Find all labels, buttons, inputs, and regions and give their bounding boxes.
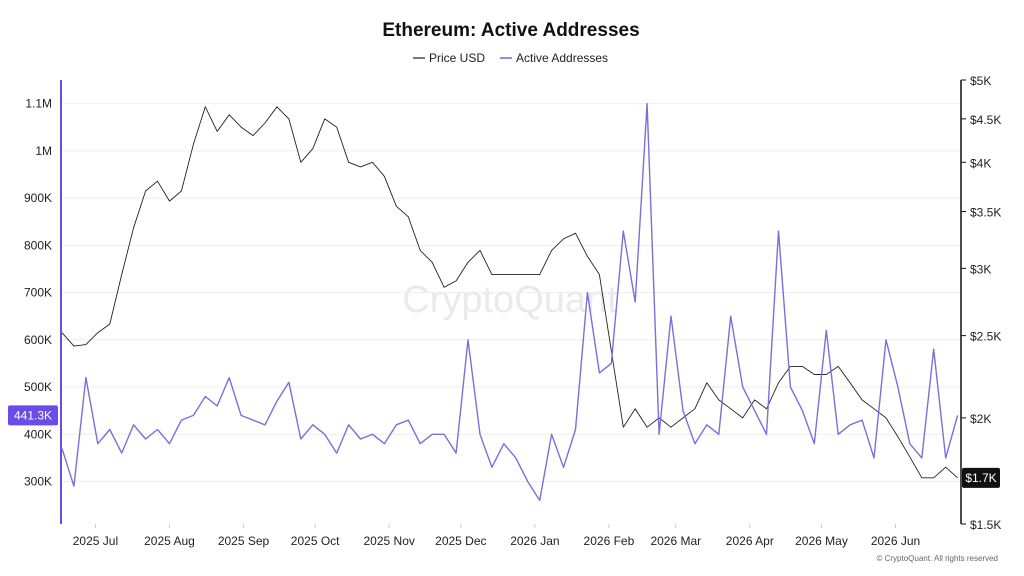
y-left-tick-label: 1.1M xyxy=(25,97,52,111)
y-left-tick-label: 300K xyxy=(24,474,52,488)
x-tick-label: 2026 May xyxy=(795,534,848,548)
y-left-tick-label: 900K xyxy=(24,191,52,205)
price-last-badge xyxy=(962,467,1000,488)
y-right-tick-label: $2.5K xyxy=(970,330,1001,344)
x-tick-label: 2026 Jun xyxy=(871,534,920,548)
x-tick-label: 2026 Mar xyxy=(650,534,701,548)
x-tick-label: 2025 Dec xyxy=(435,534,486,548)
x-tick-label: 2025 Nov xyxy=(364,534,415,548)
y-right-tick-label: $5K xyxy=(970,74,991,88)
legend: Price USD Active Addresses xyxy=(413,51,608,65)
chart-title: Ethereum: Active Addresses xyxy=(382,20,639,41)
credit-text: © CryptoQuant. All rights reserved xyxy=(877,554,999,563)
y-right-tick-label: $4.5K xyxy=(970,113,1001,127)
grid xyxy=(62,103,960,482)
y-left-tick-label: 1M xyxy=(35,144,52,158)
y-left-tick-label: 600K xyxy=(24,333,52,347)
y-right-tick-label: $4K xyxy=(970,156,991,170)
x-axis: 2025 Jul 2025 Aug 2025 Sep 2025 Oct 2025 Nov… xyxy=(73,524,920,548)
legend-item-active-addresses: Active Addresses xyxy=(516,51,608,65)
y-left-tick-label: 500K xyxy=(24,380,52,394)
active-addresses-last-value: 441.3K xyxy=(14,408,52,422)
x-tick-label: 2025 Aug xyxy=(144,534,195,548)
y-left-tick-label: 400K xyxy=(24,427,52,441)
x-tick-label: 2025 Sep xyxy=(218,534,270,548)
y-right-tick-label: $3K xyxy=(970,262,991,276)
y-right-tick-label: $3.5K xyxy=(970,206,1001,220)
x-tick-label: 2025 Jul xyxy=(73,534,118,548)
y-left-tick-label: 700K xyxy=(24,286,52,300)
x-tick-label: 2026 Feb xyxy=(584,534,635,548)
x-tick-label: 2026 Jan xyxy=(510,534,559,548)
watermark: CryptoQuant xyxy=(402,279,618,321)
active-addresses-line xyxy=(61,102,959,502)
y-axis-right: $1.5K $2K $2.5K $3K $3.5K $4K $4.5K $5K xyxy=(961,74,1001,532)
price-last-value: $1.7K xyxy=(965,471,996,485)
y-right-tick-label: $1.5K xyxy=(970,518,1001,532)
series xyxy=(61,102,959,502)
y-axis-left: 300K 400K 500K 600K 700K 800K 900K 1M 1.1M xyxy=(24,97,52,489)
y-left-tick-label: 800K xyxy=(24,238,52,252)
last-value-badges: 441.3K $1.7K xyxy=(8,405,1000,488)
price-line xyxy=(61,106,958,479)
active-addresses-last-badge xyxy=(8,405,58,426)
legend-item-price: Price USD xyxy=(429,51,485,65)
x-tick-label: 2026 Apr xyxy=(726,534,774,548)
x-tick-label: 2025 Oct xyxy=(291,534,340,548)
y-right-tick-label: $2K xyxy=(970,412,991,426)
